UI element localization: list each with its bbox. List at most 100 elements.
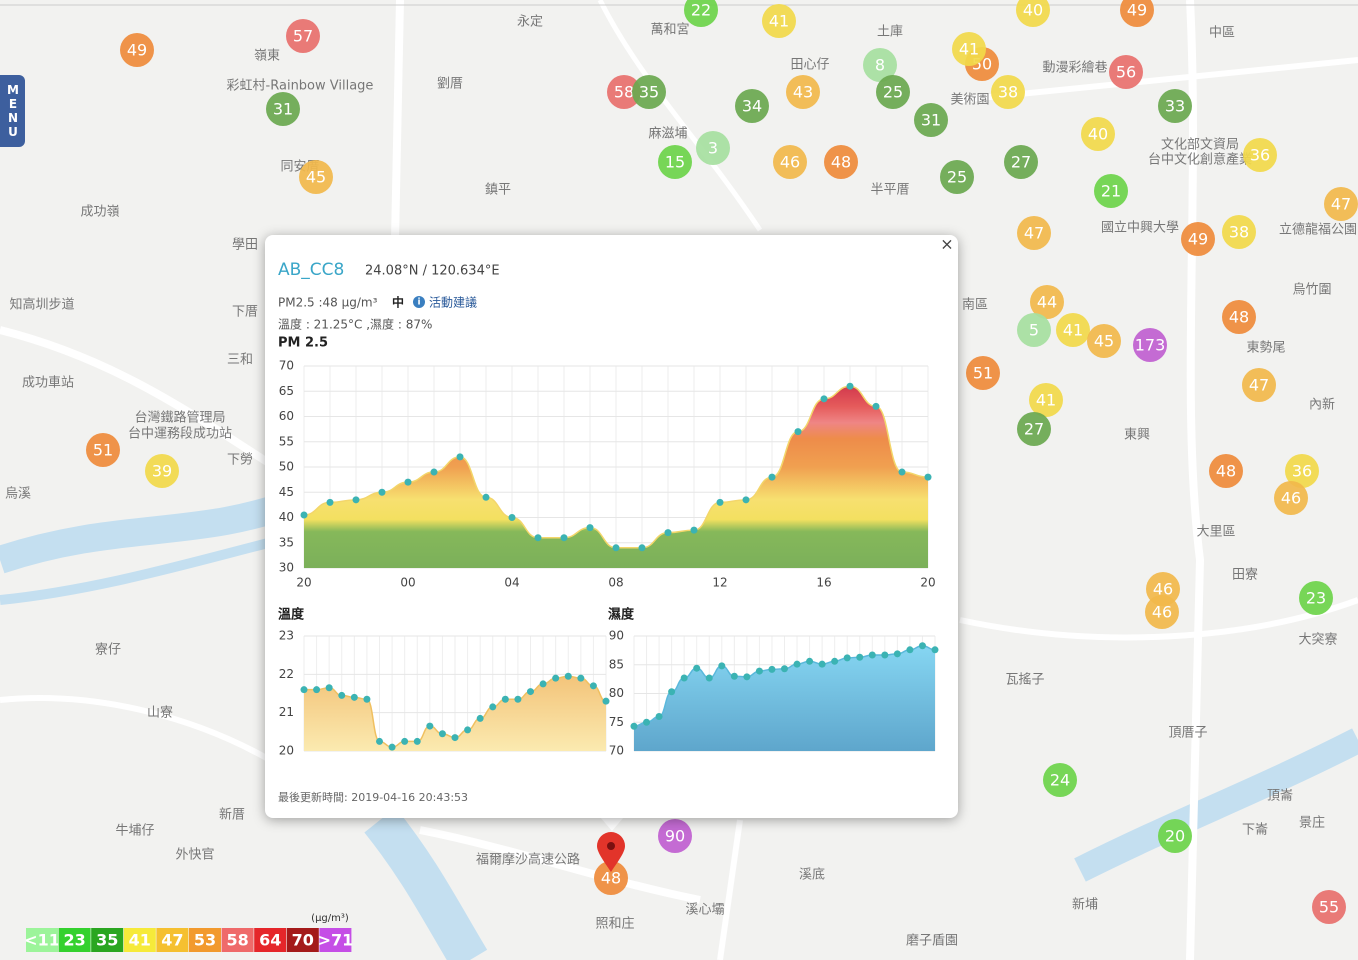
station-marker[interactable]: 24 bbox=[1043, 763, 1077, 797]
station-marker[interactable]: 38 bbox=[1222, 215, 1256, 249]
station-marker[interactable]: 40 bbox=[1081, 117, 1115, 151]
data-point bbox=[794, 428, 802, 436]
legend-swatch bbox=[254, 928, 287, 952]
marker-circle bbox=[1324, 187, 1358, 221]
station-marker[interactable]: 90 bbox=[658, 819, 692, 853]
data-point bbox=[352, 496, 360, 504]
station-marker[interactable]: 49 bbox=[120, 33, 154, 67]
station-marker[interactable]: 33 bbox=[1158, 89, 1192, 123]
station-marker[interactable]: 31 bbox=[266, 92, 300, 126]
station-marker[interactable]: 41 bbox=[1029, 383, 1063, 417]
legend-label: 41 bbox=[129, 931, 151, 950]
station-marker[interactable]: 5 bbox=[1017, 313, 1051, 347]
marker-circle bbox=[1017, 216, 1051, 250]
station-marker[interactable]: 3 bbox=[696, 131, 730, 165]
marker-value: 46 bbox=[1153, 580, 1173, 599]
station-marker[interactable]: 47 bbox=[1324, 187, 1358, 221]
station-marker[interactable]: 46 bbox=[773, 145, 807, 179]
station-marker[interactable]: 39 bbox=[145, 454, 179, 488]
station-marker[interactable]: 43 bbox=[786, 75, 820, 109]
marker-value: 41 bbox=[959, 40, 979, 59]
marker-circle bbox=[952, 32, 986, 66]
station-marker[interactable]: 41 bbox=[762, 4, 796, 38]
station-marker[interactable]: 58 bbox=[607, 75, 641, 109]
station-marker[interactable]: 48 bbox=[1209, 454, 1243, 488]
station-marker[interactable]: 36 bbox=[1285, 454, 1319, 488]
station-marker[interactable]: 23 bbox=[1299, 581, 1333, 615]
x-tick-label: 00 bbox=[400, 576, 415, 590]
close-button[interactable]: × bbox=[940, 235, 953, 254]
place-label: 國立中興大學 bbox=[1101, 221, 1179, 236]
station-marker[interactable]: 51 bbox=[966, 356, 1000, 390]
station-marker[interactable]: 25 bbox=[876, 75, 910, 109]
marker-value: 48 bbox=[1216, 462, 1236, 481]
station-marker[interactable]: 55 bbox=[1312, 890, 1346, 924]
data-point bbox=[378, 488, 386, 496]
station-marker[interactable]: 49 bbox=[1181, 222, 1215, 256]
marker-value: 47 bbox=[1249, 376, 1269, 395]
station-marker[interactable]: 45 bbox=[1087, 324, 1121, 358]
station-marker[interactable]: 47 bbox=[1017, 216, 1051, 250]
station-marker[interactable]: 21 bbox=[1094, 174, 1128, 208]
station-marker[interactable]: 25 bbox=[940, 160, 974, 194]
station-marker[interactable]: 48 bbox=[594, 861, 628, 895]
place-label: 溪底 bbox=[799, 867, 825, 883]
data-point bbox=[931, 646, 939, 654]
station-marker[interactable]: 22 bbox=[684, 0, 718, 27]
station-marker[interactable]: 27 bbox=[1004, 145, 1038, 179]
legend-swatch bbox=[156, 928, 189, 952]
station-marker[interactable]: 56 bbox=[1109, 55, 1143, 89]
data-point bbox=[404, 478, 412, 486]
station-marker[interactable]: 8 bbox=[863, 48, 897, 82]
x-tick-label: 08 bbox=[608, 576, 623, 590]
marker-value: 22 bbox=[691, 1, 711, 20]
place-label: 成功車站 bbox=[22, 376, 74, 391]
station-marker[interactable]: 48 bbox=[824, 145, 858, 179]
station-marker[interactable]: 45 bbox=[299, 160, 333, 194]
menu-button[interactable]: MENU bbox=[0, 75, 25, 147]
place-label: 烏竹圍 bbox=[1292, 282, 1331, 298]
place-label: 山寮 bbox=[147, 705, 173, 721]
station-marker[interactable]: 40 bbox=[1016, 0, 1050, 27]
station-marker[interactable]: 15 bbox=[658, 145, 692, 179]
station-marker[interactable]: 41 bbox=[1056, 313, 1090, 347]
place-label: 文化部文資局 bbox=[1161, 138, 1239, 153]
station-marker[interactable]: 46 bbox=[1274, 481, 1308, 515]
marker-circle bbox=[1242, 368, 1276, 402]
advice-link[interactable]: 活動建議 bbox=[429, 296, 477, 310]
legend-label: 53 bbox=[194, 931, 216, 950]
station-marker[interactable]: 27 bbox=[1017, 412, 1051, 446]
data-point bbox=[552, 674, 560, 682]
place-label: 牛埔仔 bbox=[115, 824, 154, 839]
place-label: 美術園 bbox=[950, 93, 989, 108]
station-marker[interactable]: 41 bbox=[952, 32, 986, 66]
station-marker[interactable]: 173 bbox=[1133, 328, 1167, 362]
place-label: 台中文化創意產業 bbox=[1148, 152, 1252, 168]
marker-circle bbox=[1004, 145, 1038, 179]
station-marker[interactable]: 38 bbox=[991, 75, 1025, 109]
station-marker[interactable]: 31 bbox=[914, 103, 948, 137]
y-tick-label: 70 bbox=[609, 744, 624, 758]
legend-swatch bbox=[26, 928, 58, 952]
station-marker[interactable]: 47 bbox=[1242, 368, 1276, 402]
station-marker[interactable]: 20 bbox=[1158, 819, 1192, 853]
data-point bbox=[918, 642, 926, 650]
place-label: 田心仔 bbox=[790, 58, 829, 73]
station-marker[interactable]: 35 bbox=[632, 75, 666, 109]
marker-value: 25 bbox=[947, 168, 967, 187]
data-point bbox=[768, 473, 776, 481]
station-marker[interactable]: 48 bbox=[1222, 300, 1256, 334]
marker-circle bbox=[86, 433, 120, 467]
place-label: 下勞 bbox=[227, 453, 253, 468]
station-marker[interactable]: 51 bbox=[86, 433, 120, 467]
station-marker[interactable]: 57 bbox=[286, 19, 320, 53]
station-marker[interactable]: 49 bbox=[1120, 0, 1154, 27]
station-marker[interactable]: 36 bbox=[1243, 138, 1277, 172]
data-point bbox=[743, 673, 751, 681]
station-marker[interactable]: 46 bbox=[1145, 595, 1179, 629]
chart-title: 濕度 bbox=[608, 607, 635, 623]
info-glyph: i bbox=[417, 298, 420, 308]
station-marker[interactable]: 44 bbox=[1030, 285, 1064, 319]
station-marker[interactable]: 34 bbox=[735, 89, 769, 123]
